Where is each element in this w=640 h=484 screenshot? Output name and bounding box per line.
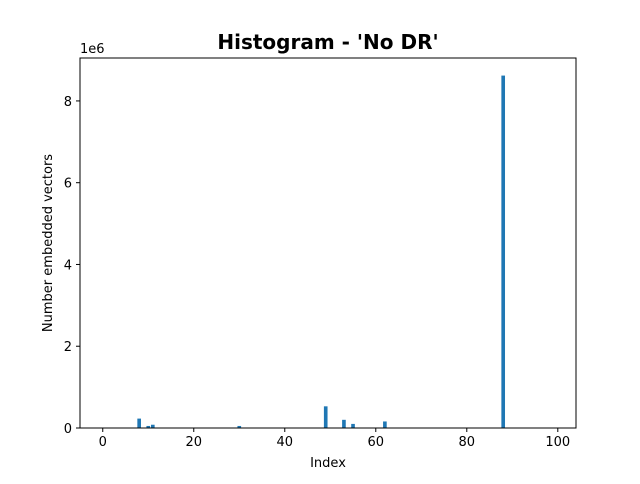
histogram-bar (146, 425, 151, 428)
histogram-bar (150, 424, 155, 428)
x-tick-label: 0 (99, 435, 107, 450)
histogram-bar (501, 75, 506, 428)
y-axis-label: Number embedded vectors (41, 154, 56, 332)
histogram-bar (323, 406, 328, 428)
x-tick-label: 100 (545, 435, 570, 450)
y-tick-label: 6 (64, 177, 72, 192)
y-tick-label: 2 (64, 340, 72, 355)
y-tick-label: 0 (64, 422, 72, 437)
x-axis-label: Index (310, 456, 346, 471)
bars-group (137, 75, 506, 428)
ticks-group: 0 20 40 60 80 100 0 2 4 6 8 (64, 95, 570, 450)
chart-title: Histogram - 'No DR' (217, 30, 438, 54)
x-tick-label: 80 (459, 435, 476, 450)
histogram-bar (351, 423, 355, 428)
y-tick-label: 4 (64, 258, 72, 273)
y-axis-offset-label: 1e6 (80, 42, 105, 57)
plot-area-frame (79, 57, 577, 429)
x-tick-label: 20 (185, 435, 202, 450)
histogram-bar (237, 425, 242, 428)
x-tick-label: 60 (368, 435, 385, 450)
histogram-bar (383, 421, 387, 428)
y-tick-label: 8 (64, 95, 72, 110)
histogram-bar (137, 418, 141, 428)
x-tick-label: 40 (276, 435, 293, 450)
histogram-bar (342, 419, 346, 428)
